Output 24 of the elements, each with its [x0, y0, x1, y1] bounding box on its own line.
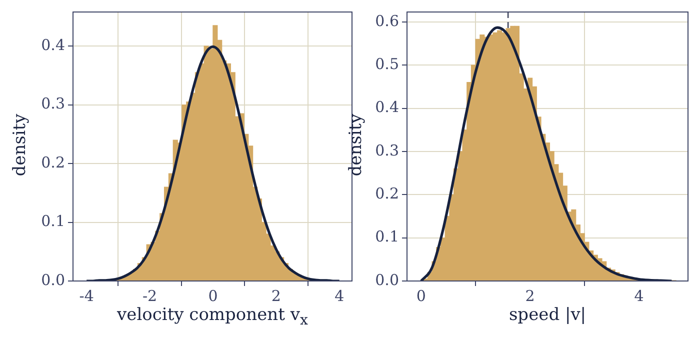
y-tick-label: 0.4 — [41, 36, 65, 54]
x-tick-label: 2 — [271, 286, 281, 305]
y-axis-title: density — [346, 114, 366, 176]
y-tick-label: 0.0 — [41, 270, 65, 289]
x-tick-label: 0 — [416, 286, 426, 305]
x-tick-label: -4 — [79, 286, 94, 305]
y-tick-label: 0.2 — [375, 184, 399, 203]
y-tick-label: 0.3 — [375, 141, 399, 160]
y-tick-label: 0.5 — [375, 55, 399, 73]
y-tick-label: 0.6 — [375, 12, 399, 30]
x-tick-label: 0 — [208, 286, 218, 305]
x-axis-title: speed |v| — [508, 305, 586, 325]
x-tick-label: 4 — [334, 286, 344, 305]
y-tick-label: 0.0 — [375, 270, 399, 289]
y-axis-title: density — [10, 114, 30, 176]
y-tick-label: 0.4 — [375, 98, 399, 116]
y-tick-label: 0.2 — [41, 153, 65, 172]
x-tick-label: 4 — [634, 286, 644, 305]
y-tick-label: 0.3 — [41, 94, 65, 113]
y-tick-label: 0.1 — [41, 212, 65, 230]
x-tick-label: -2 — [142, 286, 158, 305]
y-tick-label: 0.1 — [375, 228, 399, 246]
x-tick-label: 2 — [525, 286, 535, 305]
x-axis-title: velocity component v$_{x}$ — [117, 305, 308, 328]
